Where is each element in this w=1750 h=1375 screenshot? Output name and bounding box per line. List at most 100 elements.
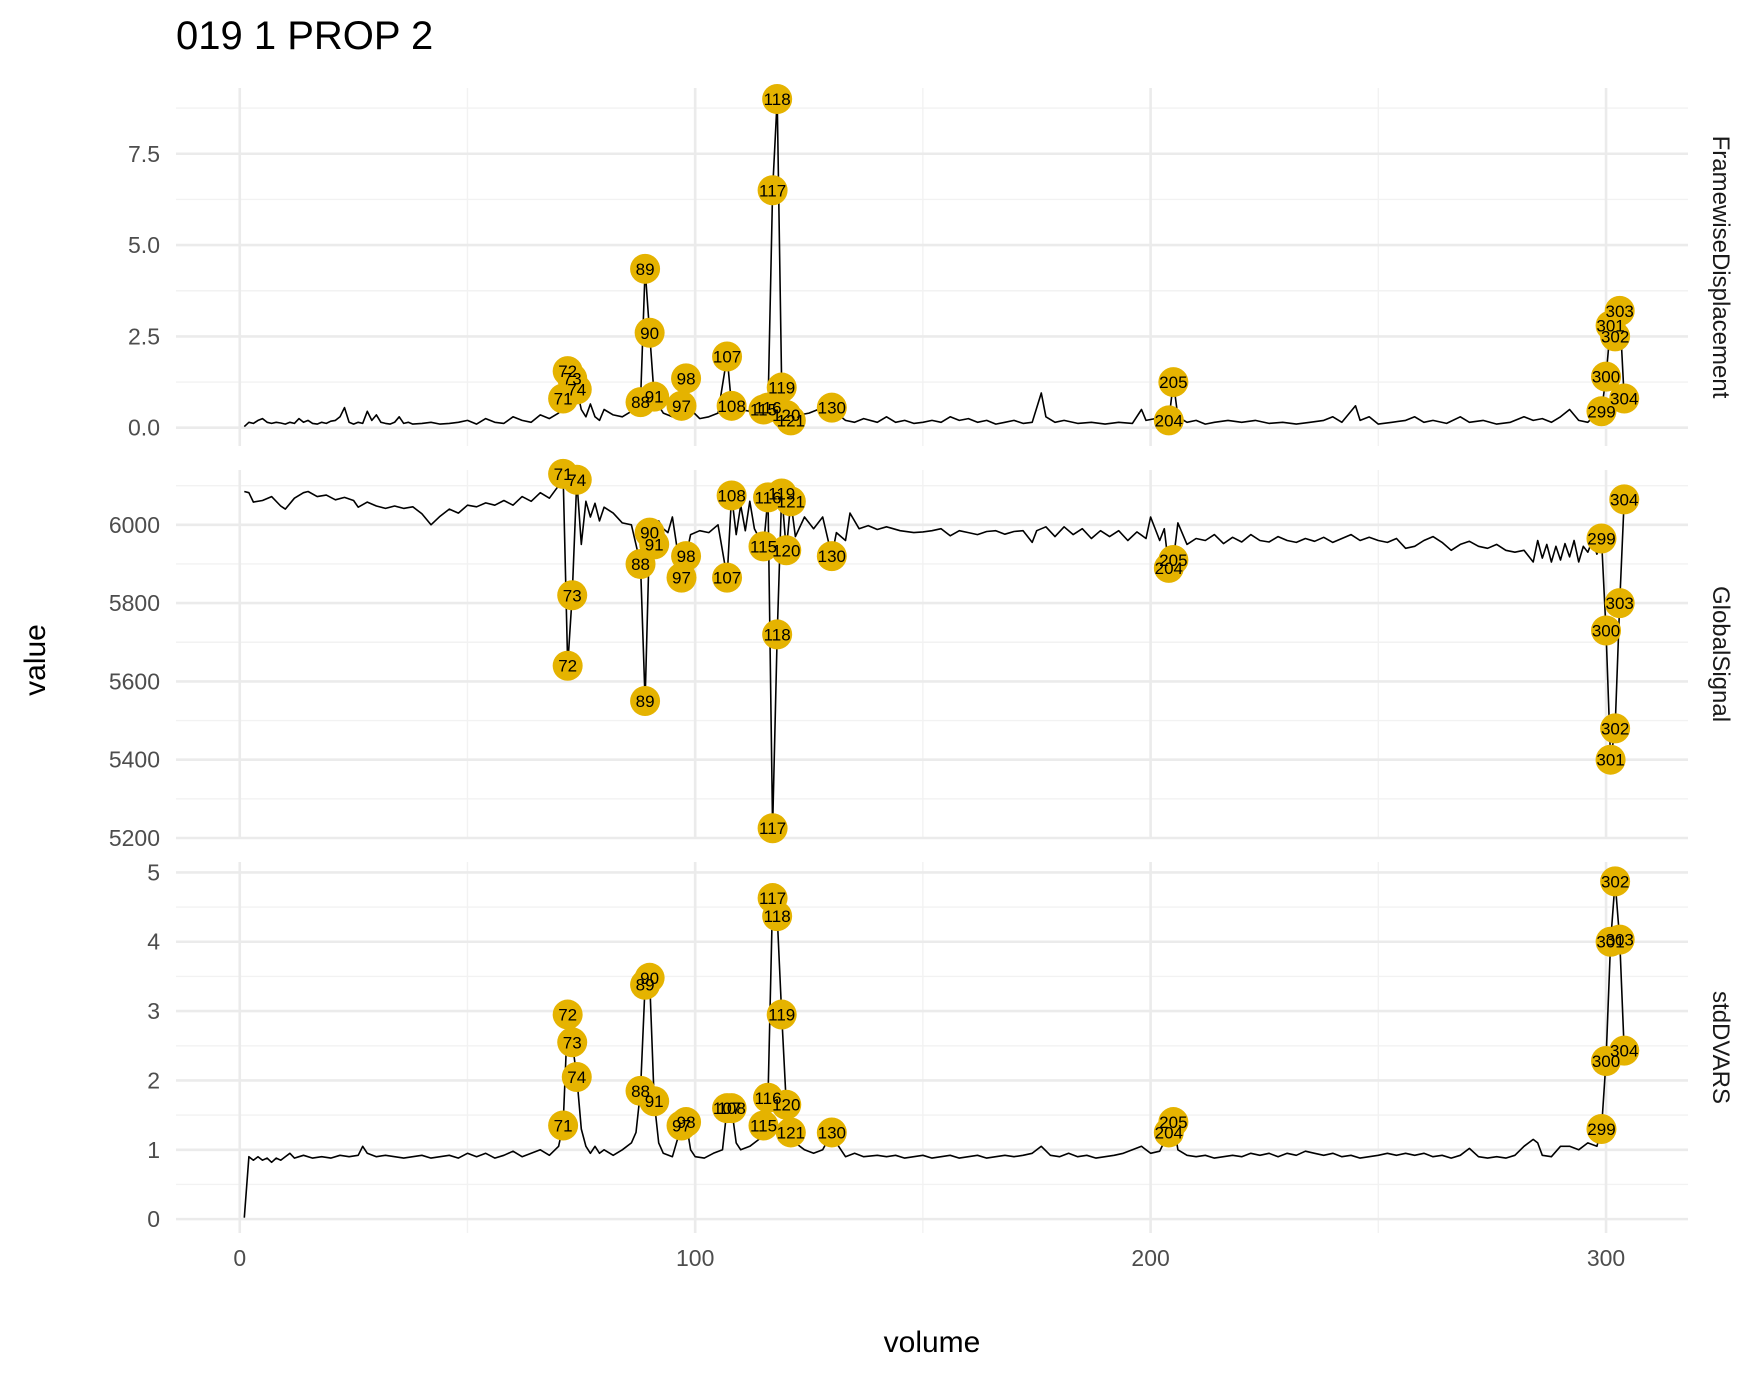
x-axis-title: volume bbox=[884, 1326, 981, 1359]
point-label: 73 bbox=[563, 1033, 582, 1052]
point-label: 91 bbox=[645, 1092, 664, 1111]
flagged-point bbox=[557, 1027, 588, 1058]
flagged-point bbox=[552, 650, 583, 681]
flagged-point bbox=[716, 480, 747, 511]
point-label: 205 bbox=[1159, 1113, 1187, 1132]
y-tick-label: 5400 bbox=[109, 747, 160, 773]
point-label: 301 bbox=[1596, 751, 1624, 770]
flagged-point bbox=[561, 464, 592, 495]
flagged-point bbox=[1600, 321, 1631, 352]
point-label: 116 bbox=[754, 1089, 781, 1108]
y-tick-label: 0.0 bbox=[128, 415, 160, 441]
flagged-point bbox=[1600, 866, 1631, 897]
flagged-point bbox=[634, 317, 665, 348]
y-tick-label: 5800 bbox=[109, 590, 160, 616]
flagged-point bbox=[1604, 588, 1635, 619]
flagged-point bbox=[1609, 1035, 1640, 1066]
series-line-FramewiseDisplacement bbox=[243, 98, 1625, 428]
point-label: 120 bbox=[772, 1096, 800, 1115]
point-label: 89 bbox=[636, 692, 655, 711]
point-label: 98 bbox=[677, 547, 696, 566]
flagged-point bbox=[561, 1061, 592, 1092]
point-label: 299 bbox=[1587, 402, 1615, 421]
flagged-point bbox=[757, 813, 788, 844]
flagged-point bbox=[816, 392, 847, 423]
flagged-point bbox=[816, 541, 847, 572]
point-label: 304 bbox=[1610, 1042, 1638, 1061]
point-label: 303 bbox=[1605, 302, 1633, 321]
point-label: 204 bbox=[1155, 1123, 1183, 1142]
point-label: 116 bbox=[754, 488, 781, 507]
y-tick-label: 2.5 bbox=[128, 323, 160, 349]
point-label: 299 bbox=[1587, 1120, 1615, 1139]
flagged-point bbox=[1158, 1107, 1189, 1138]
point-label: 121 bbox=[777, 1123, 805, 1142]
point-label: 90 bbox=[640, 969, 659, 988]
flagged-point bbox=[666, 390, 697, 421]
flagged-point bbox=[775, 1117, 806, 1148]
flagged-point bbox=[748, 531, 779, 562]
y-tick-label: 5600 bbox=[109, 668, 160, 694]
flagged-point bbox=[716, 390, 747, 421]
flagged-point bbox=[671, 1107, 702, 1138]
point-label: 118 bbox=[764, 90, 791, 109]
y-tick-label: 1 bbox=[147, 1137, 160, 1163]
flagged-point bbox=[557, 580, 588, 611]
point-label: 108 bbox=[717, 486, 745, 505]
flagged-point bbox=[757, 175, 788, 206]
point-label: 107 bbox=[713, 348, 741, 367]
flagged-point bbox=[1604, 924, 1635, 955]
point-label: 108 bbox=[717, 397, 745, 416]
point-label: 119 bbox=[768, 379, 795, 398]
flagged-point bbox=[634, 962, 665, 993]
point-label: 97 bbox=[672, 397, 691, 416]
flagged-point bbox=[671, 363, 702, 394]
flagged-point bbox=[1591, 615, 1622, 646]
point-label: 118 bbox=[764, 907, 791, 926]
flagged-point bbox=[552, 999, 583, 1030]
point-label: 98 bbox=[677, 369, 696, 388]
point-label: 116 bbox=[754, 399, 781, 418]
flagged-point bbox=[816, 1117, 847, 1148]
y-tick-label: 2 bbox=[147, 1067, 160, 1093]
flagged-point bbox=[671, 541, 702, 572]
flagged-point bbox=[1609, 383, 1640, 414]
y-tick-label: 5200 bbox=[109, 825, 160, 851]
point-label: 73 bbox=[563, 369, 582, 388]
point-label: 204 bbox=[1155, 559, 1183, 578]
point-label: 301 bbox=[1596, 933, 1624, 952]
point-label: 121 bbox=[777, 492, 805, 511]
point-label: 97 bbox=[672, 1117, 691, 1136]
point-label: 107 bbox=[713, 1099, 741, 1118]
flagged-point bbox=[630, 685, 661, 716]
flagged-point bbox=[716, 1093, 747, 1124]
point-label: 119 bbox=[768, 1006, 795, 1025]
point-label: 72 bbox=[558, 362, 577, 381]
point-label: 73 bbox=[563, 586, 582, 605]
y-tick-label: 7.5 bbox=[128, 141, 160, 167]
flagged-point bbox=[639, 1086, 670, 1117]
point-label: 302 bbox=[1601, 719, 1629, 738]
flagged-point bbox=[762, 901, 793, 932]
point-label: 118 bbox=[764, 625, 791, 644]
point-label: 88 bbox=[631, 393, 650, 412]
flagged-point bbox=[748, 1110, 779, 1141]
facet-strip-label: FramewiseDisplacement bbox=[1707, 136, 1734, 399]
point-label: 204 bbox=[1155, 411, 1183, 430]
point-label: 90 bbox=[640, 524, 659, 543]
flagged-point bbox=[561, 374, 592, 405]
flagged-point bbox=[1586, 523, 1617, 554]
flagged-point bbox=[1600, 713, 1631, 744]
point-label: 71 bbox=[554, 465, 573, 484]
point-label: 205 bbox=[1159, 551, 1187, 570]
flagged-point bbox=[1158, 367, 1189, 398]
flagged-point bbox=[639, 381, 670, 412]
point-label: 74 bbox=[567, 1068, 586, 1087]
point-label: 115 bbox=[750, 400, 777, 419]
point-label: 97 bbox=[672, 569, 691, 588]
y-tick-label: 4 bbox=[147, 929, 160, 955]
point-label: 130 bbox=[818, 547, 846, 566]
point-label: 120 bbox=[772, 541, 800, 560]
